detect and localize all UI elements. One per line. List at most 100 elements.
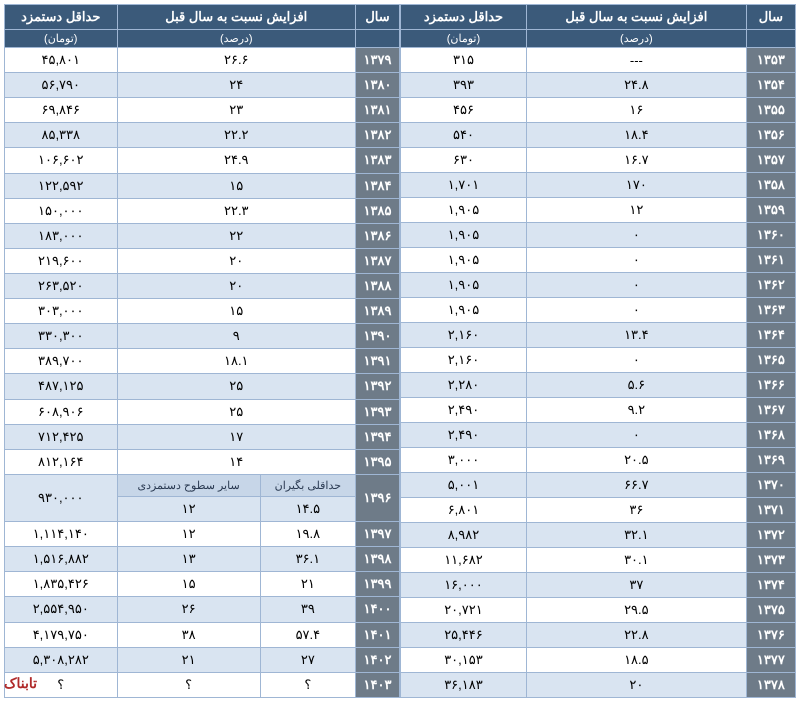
- table-row: ۱۳۶۷۹.۲۲,۴۹۰: [401, 398, 796, 423]
- table-row: ۱۳۷۰۶۶.۷۵,۰۰۱: [401, 473, 796, 498]
- unit-percent-l: (درصد): [117, 30, 356, 48]
- cell-year: ۱۳۹۳: [356, 399, 400, 424]
- cell-wage: ۳۶,۱۸۳: [401, 673, 527, 698]
- unit-toman: (تومان): [401, 30, 527, 48]
- cell-increase: ۲۰: [117, 248, 356, 273]
- cell-year: ۱۳۸۸: [356, 273, 400, 298]
- cell-wage: ۶,۸۰۱: [401, 498, 527, 523]
- cell-increase: ۲۶.۶: [117, 48, 356, 73]
- cell-increase: ۲۹.۵: [526, 598, 746, 623]
- cell-increase: ۰: [526, 298, 746, 323]
- table-row: ۱۳۵۶۱۸.۴۵۴۰: [401, 123, 796, 148]
- table-row: ۱۳۵۴۲۴.۸۳۹۳: [401, 73, 796, 98]
- table-row: ۱۳۵۸۱۷۰۱,۷۰۱: [401, 173, 796, 198]
- cell-year: ۱۳۷۳: [746, 548, 795, 573]
- cell-year: ۱۴۰۲: [356, 647, 400, 672]
- cell-wage: ۲۶۳,۵۲۰: [5, 273, 118, 298]
- table-row: ۱۳۷۷۱۸.۵۳۰,۱۵۳: [401, 648, 796, 673]
- col-year: سال: [746, 5, 795, 30]
- cell-year: ۱۳۷۱: [746, 498, 795, 523]
- cell-increase: ۰: [526, 248, 746, 273]
- cell-increase: ---: [526, 48, 746, 73]
- cell-wage: ۱۶,۰۰۰: [401, 573, 527, 598]
- table-row: ۱۳۸۱۲۳۶۹,۸۴۶: [5, 98, 400, 123]
- cell-wage: ۶۹,۸۴۶: [5, 98, 118, 123]
- cell-increase: ۲۵: [117, 374, 356, 399]
- cell-wage: ۵۶,۷۹۰: [5, 73, 118, 98]
- cell-year: ۱۳۹۵: [356, 449, 400, 474]
- cell-wage: ۱,۹۰۵: [401, 198, 527, 223]
- cell-inc-other: ۱۳: [117, 547, 260, 572]
- cell-increase: ۳۰.۱: [526, 548, 746, 573]
- cell-inc-min: ۲۷: [260, 647, 355, 672]
- table-row: ۱۳۷۹۲۶.۶۴۵,۸۰۱: [5, 48, 400, 73]
- cell-wage: ۵,۰۰۱: [401, 473, 527, 498]
- cell-wage: ۱,۹۰۵: [401, 273, 527, 298]
- cell-increase: ۲۴.۸: [526, 73, 746, 98]
- cell-wage: ۱,۷۰۱: [401, 173, 527, 198]
- cell-increase: ۱۲: [526, 198, 746, 223]
- cell-inc-other: ؟: [117, 672, 260, 697]
- table-row: ۱۳۶۴۱۳.۴۲,۱۶۰: [401, 323, 796, 348]
- col-wage: حداقل دستمزد: [401, 5, 527, 30]
- cell-wage: ۸۵,۳۳۸: [5, 123, 118, 148]
- table-row: ۱۳۸۵۲۲.۳۱۵۰,۰۰۰: [5, 198, 400, 223]
- cell-year: ۱۳۸۹: [356, 299, 400, 324]
- cell-inc-min: ۵۷.۴: [260, 622, 355, 647]
- cell-year: ۱۳۸۱: [356, 98, 400, 123]
- table-row: ۱۳۶۱۰۱,۹۰۵: [401, 248, 796, 273]
- cell-year: ۱۴۰۰: [356, 597, 400, 622]
- cell-year: ۱۳۹۸: [356, 547, 400, 572]
- cell-year: ۱۳۵۹: [746, 198, 795, 223]
- table-row: ۱۳۶۸۰۲,۴۹۰: [401, 423, 796, 448]
- cell-wage: ۴,۱۷۹,۷۵۰: [5, 622, 118, 647]
- cell-wage: ۲,۲۸۰: [401, 373, 527, 398]
- wage-table-right: سال افزایش نسبت به سال قبل حداقل دستمزد …: [400, 4, 796, 698]
- cell-year: ۱۳۹۰: [356, 324, 400, 349]
- table-row: ۱۳۶۵۰۲,۱۶۰: [401, 348, 796, 373]
- cell-wage: ۱۰۶,۶۰۲: [5, 148, 118, 173]
- cell-year: ۱۳۶۳: [746, 298, 795, 323]
- cell-increase: ۲۰: [117, 273, 356, 298]
- cell-year: ۱۳۸۲: [356, 123, 400, 148]
- cell-increase: ۱۵: [117, 173, 356, 198]
- cell-year: ۱۳۹۶: [356, 474, 400, 521]
- cell-wage: ۱,۸۳۵,۴۲۶: [5, 572, 118, 597]
- cell-year: ۱۳۵۵: [746, 98, 795, 123]
- cell-increase: ۲۴.۹: [117, 148, 356, 173]
- cell-increase: ۲۲.۸: [526, 623, 746, 648]
- cell-wage: ۲۵,۴۴۶: [401, 623, 527, 648]
- cell-wage: ۸۱۲,۱۶۴: [5, 449, 118, 474]
- cell-wage: ۳۹۳: [401, 73, 527, 98]
- cell-wage: ۴۵۶: [401, 98, 527, 123]
- table-row: ۱۳۹۸۳۶.۱۱۳۱,۵۱۶,۸۸۲: [5, 547, 400, 572]
- cell-wage: ۹۳۰,۰۰۰: [5, 474, 118, 521]
- cell-wage: ۴۵,۸۰۱: [5, 48, 118, 73]
- cell-year: ۱۳۹۴: [356, 424, 400, 449]
- cell-inc-min: ۲۱: [260, 572, 355, 597]
- cell-year: ۱۳۶۸: [746, 423, 795, 448]
- cell-wage: ۳۰,۱۵۳: [401, 648, 527, 673]
- cell-inc-min: ۳۹: [260, 597, 355, 622]
- cell-increase: ۰: [526, 423, 746, 448]
- cell-wage: ۲,۴۹۰: [401, 423, 527, 448]
- cell-year: ۱۳۶۰: [746, 223, 795, 248]
- col-increase-l: افزایش نسبت به سال قبل: [117, 5, 356, 30]
- cell-wage: ۲,۱۶۰: [401, 323, 527, 348]
- cell-increase: ۲۵: [117, 399, 356, 424]
- cell-year: ۱۳۹۹: [356, 572, 400, 597]
- table-row: ۱۳۹۷۱۹.۸۱۲۱,۱۱۴,۱۴۰: [5, 522, 400, 547]
- cell-wage: ۱,۱۱۴,۱۴۰: [5, 522, 118, 547]
- table-row: ۱۳۹۹۲۱۱۵۱,۸۳۵,۴۲۶: [5, 572, 400, 597]
- table-row: ۱۳۵۹۱۲۱,۹۰۵: [401, 198, 796, 223]
- subhead-min: حداقلی بگیران: [260, 474, 355, 496]
- unit-toman-l: (تومان): [5, 30, 118, 48]
- cell-increase: ۲۰: [526, 673, 746, 698]
- cell-increase: ۰: [526, 223, 746, 248]
- cell-wage: ۱,۹۰۵: [401, 223, 527, 248]
- cell-year: ۱۳۸۳: [356, 148, 400, 173]
- table-row: ۱۳۸۷۲۰۲۱۹,۶۰۰: [5, 248, 400, 273]
- cell-wage: ۲,۱۶۰: [401, 348, 527, 373]
- cell-year: ۱۳۸۷: [356, 248, 400, 273]
- cell-increase: ۵.۶: [526, 373, 746, 398]
